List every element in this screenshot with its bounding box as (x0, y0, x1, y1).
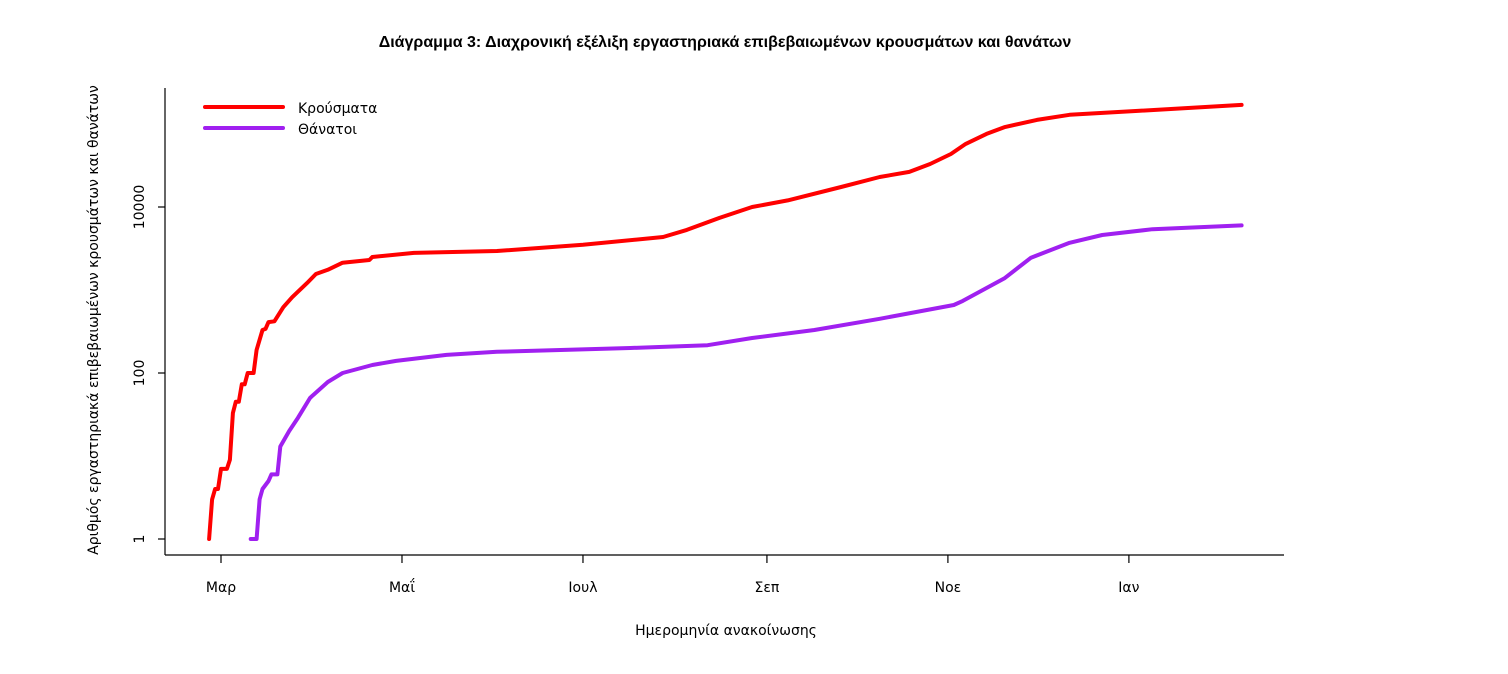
ticks: 1 100 10000 Μαρ Μαΐ Ιουλ Σεπ Νοε Ιαν (132, 185, 1140, 596)
series-group (207, 102, 1244, 541)
legend-label-cases: Κρούσματα (298, 101, 377, 117)
legend-label-deaths: Θάνατοι (298, 122, 357, 138)
x-tick-label: Ιαν (1118, 580, 1139, 596)
x-tick-label: Ιουλ (568, 580, 597, 596)
x-tick-label: Νοε (935, 580, 962, 596)
series-line-deaths (248, 223, 1244, 541)
y-tick-label: 1 (132, 535, 148, 544)
axes (164, 88, 1284, 556)
y-tick-label: 10000 (132, 185, 148, 230)
x-tick-label: Μαΐ (389, 578, 415, 596)
legend: Κρούσματα Θάνατοι (203, 101, 377, 138)
x-tick-label: Σεπ (755, 580, 780, 596)
y-axis-title: Αριθμός εργαστηριακά επιβεβαιωμένων κρου… (86, 85, 102, 555)
x-axis-title: Ημερομηνία ανακοίνωσης (635, 623, 817, 639)
series-line-cases (207, 102, 1244, 541)
x-tick-label: Μαρ (206, 580, 236, 596)
y-tick-label: 100 (132, 360, 148, 387)
chart-title: Διάγραμμα 3: Διαχρονική εξέλιξη εργαστηρ… (378, 34, 1072, 51)
